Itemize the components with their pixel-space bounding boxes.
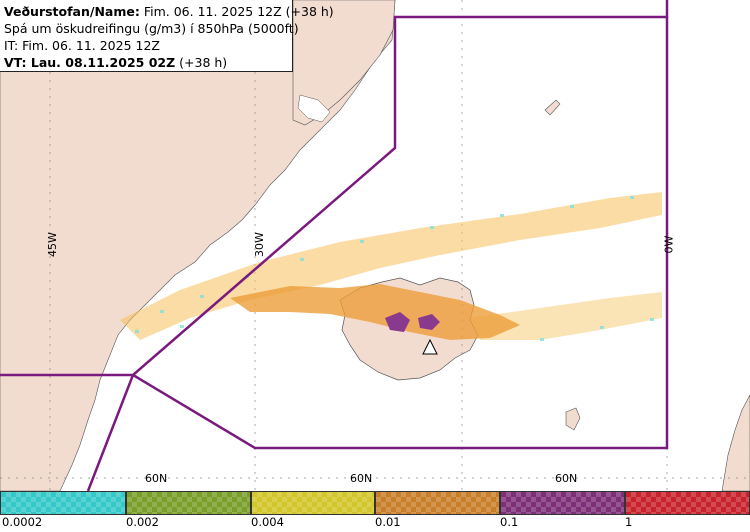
legend-tick-2: 0.002 xyxy=(126,515,159,529)
legend-swatch-1 xyxy=(0,491,126,515)
valid-time-label: VT: Lau. 08.11.2025 02Z xyxy=(4,55,176,70)
lat-label-60n-2: 60N xyxy=(350,472,373,485)
greenland-east-coast xyxy=(292,0,396,126)
info-line-issuer: Veðurstofan/Name: Fim. 06. 11. 2025 12Z … xyxy=(4,3,334,20)
lon-label-0w: 0W xyxy=(662,235,676,254)
valid-time-offset: (+38 h) xyxy=(179,55,228,70)
issuer-label: Veðurstofan/Name: xyxy=(4,4,140,19)
legend-tick-1: 0.0002 xyxy=(2,515,43,529)
legend-swatch-2 xyxy=(126,491,251,515)
legend-swatch-4 xyxy=(375,491,500,515)
legend-tick-3: 0.004 xyxy=(251,515,284,529)
concentration-legend: 0.0002 0.002 0.004 0.01 0.1 1 xyxy=(0,491,750,532)
lon-label-45w: 45W xyxy=(45,232,59,257)
legend-swatch-5 xyxy=(500,491,625,515)
island-jan-mayen xyxy=(544,99,561,116)
ash-plume xyxy=(120,192,662,355)
ash-band-low-east xyxy=(470,292,662,340)
ash-band-low xyxy=(120,192,662,340)
legend-swatch-3 xyxy=(251,491,375,515)
info-line-valid-time: VT: Lau. 08.11.2025 02Z (+38 h) xyxy=(4,54,288,71)
fjord xyxy=(297,94,331,123)
ash-band-mid xyxy=(230,284,520,340)
legend-tick-4: 0.01 xyxy=(375,515,401,529)
legend-tick-6: 1 xyxy=(625,515,633,529)
info-line-description: Spá um öskudreifingu (g/m3) í 850hPa (50… xyxy=(4,21,299,36)
greenland-landmass xyxy=(0,0,396,491)
legend-tick-5: 0.1 xyxy=(500,515,519,529)
ash-high-patch-2 xyxy=(418,314,440,330)
volcano-icon xyxy=(422,338,438,355)
norway-coast xyxy=(721,394,750,491)
ash-high-patch-1 xyxy=(385,312,410,332)
info-line-issue-time: IT: Fim. 06. 11. 2025 12Z xyxy=(4,38,160,53)
lat-label-60n-3: 60N xyxy=(555,472,578,485)
lon-label-30w: 30W xyxy=(252,232,266,257)
forecast-info-box: Veðurstofan/Name: Fim. 06. 11. 2025 12Z … xyxy=(0,0,334,72)
map-canvas xyxy=(0,0,750,491)
island-faroe xyxy=(565,407,581,431)
issuer-time: Fim. 06. 11. 2025 12Z (+38 h) xyxy=(143,4,334,19)
airspace-boundaries xyxy=(0,0,669,491)
legend-swatch-6 xyxy=(625,491,750,515)
lat-label-60n-1: 60N xyxy=(145,472,168,485)
